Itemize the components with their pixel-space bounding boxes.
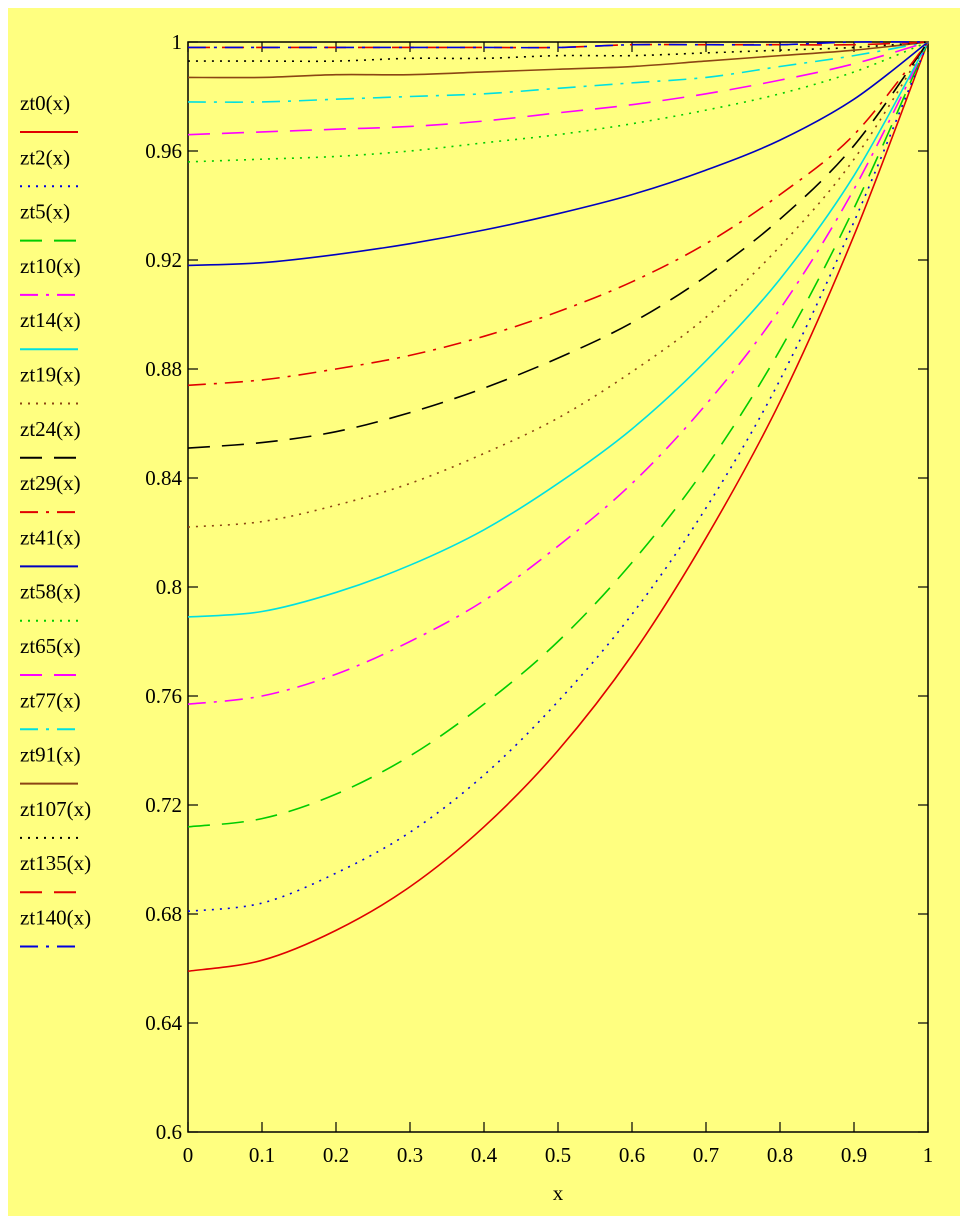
y-tick-label: 0.72 bbox=[145, 793, 182, 817]
x-tick-label: 0.1 bbox=[249, 1143, 275, 1167]
y-tick-label: 1 bbox=[172, 30, 183, 54]
chart-background bbox=[8, 8, 960, 1216]
legend-label: zt29(x) bbox=[20, 471, 81, 495]
legend: zt0(x) zt2(x) zt5(x) zt10(x) zt14(x) zt19(x) z… bbox=[20, 91, 91, 948]
y-tick-label: 0.96 bbox=[145, 139, 182, 163]
x-tick-label: 0.3 bbox=[397, 1143, 423, 1167]
series-line-zt65 bbox=[187, 41, 929, 136]
x-tick-label: 0.6 bbox=[619, 1143, 645, 1167]
x-tick-label: 0.8 bbox=[767, 1143, 793, 1167]
legend-label: zt41(x) bbox=[20, 525, 81, 549]
x-tick-label: 0 bbox=[183, 1143, 194, 1167]
y-tick-label: 0.76 bbox=[145, 684, 182, 708]
series-line-zt2 bbox=[187, 41, 929, 913]
series-line-zt91 bbox=[187, 41, 929, 79]
plot-area: 0.6 0.64 0.68 0.72 0.76 0.8 0.84 0.88 0.92 0.96 1 0… bbox=[145, 30, 933, 1167]
legend-label: zt135(x) bbox=[20, 851, 91, 875]
series-line-zt5 bbox=[187, 41, 929, 828]
series-line-zt29 bbox=[187, 41, 929, 387]
y-tick-label: 0.6 bbox=[156, 1120, 182, 1144]
legend-label: zt19(x) bbox=[20, 363, 81, 387]
x-axis-title: x bbox=[553, 1181, 564, 1205]
legend-label: zt2(x) bbox=[20, 145, 70, 169]
series-line-zt41 bbox=[187, 41, 929, 267]
y-tick-label: 0.68 bbox=[145, 902, 182, 926]
y-tick-label: 0.88 bbox=[145, 357, 182, 381]
series-line-zt0 bbox=[187, 41, 929, 973]
legend-label: zt58(x) bbox=[20, 580, 81, 604]
legend-label: zt24(x) bbox=[20, 417, 81, 441]
x-tick-label: 0.7 bbox=[693, 1143, 719, 1167]
x-tick-label: 0.9 bbox=[841, 1143, 867, 1167]
y-tick-label: 0.8 bbox=[156, 575, 182, 599]
series-line-zt77 bbox=[187, 41, 929, 103]
x-tick-label: 0.2 bbox=[323, 1143, 349, 1167]
y-tick-label: 0.64 bbox=[145, 1011, 182, 1035]
y-tick-label: 0.92 bbox=[145, 248, 182, 272]
legend-label: zt5(x) bbox=[20, 200, 70, 224]
x-tick-label: 0.4 bbox=[471, 1143, 498, 1167]
legend-label: zt14(x) bbox=[20, 308, 81, 332]
legend-label: zt91(x) bbox=[20, 743, 81, 767]
x-tick-label: 0.5 bbox=[545, 1143, 571, 1167]
series-line-zt14 bbox=[187, 41, 929, 618]
x-tick-label: 1 bbox=[923, 1143, 934, 1167]
y-tick-label: 0.84 bbox=[145, 466, 182, 490]
legend-label: zt77(x) bbox=[20, 688, 81, 712]
series-line-zt135 bbox=[187, 41, 929, 49]
legend-label: zt10(x) bbox=[20, 254, 81, 278]
series-line-zt10 bbox=[187, 41, 929, 705]
series-line-zt140 bbox=[187, 41, 929, 49]
series-line-zt24 bbox=[187, 41, 929, 449]
legend-label: zt140(x) bbox=[20, 906, 91, 930]
legend-label: zt107(x) bbox=[20, 797, 91, 821]
legend-label: zt65(x) bbox=[20, 634, 81, 658]
legend-label: zt0(x) bbox=[20, 91, 70, 115]
